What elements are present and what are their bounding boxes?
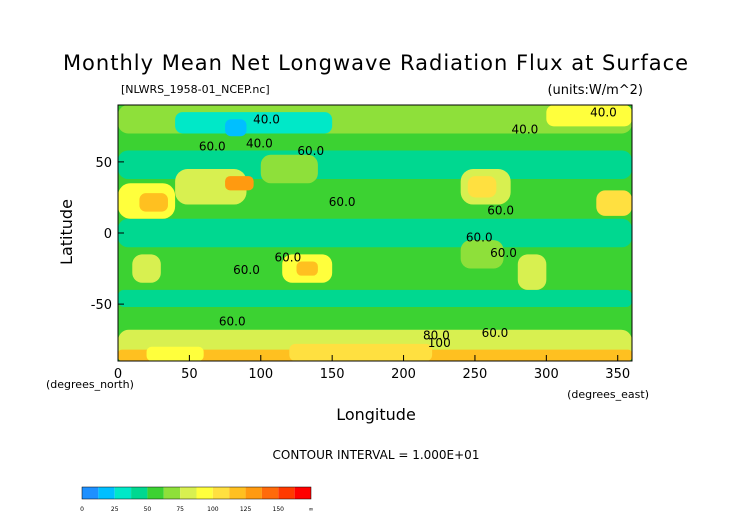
contour-label: 40.0 <box>253 112 280 126</box>
heatmap-region <box>118 309 632 327</box>
contour-labels: 40.040.060.0 60.060.040.040.060.060.060.0… <box>199 105 617 349</box>
colorbar-swatch <box>180 487 197 499</box>
x-tick-label: 50 <box>181 367 198 382</box>
contour-interval-text: CONTOUR INTERVAL = 1.000E+01 <box>273 448 480 462</box>
contour-label: 60.0 <box>490 246 517 260</box>
colorbar-swatch <box>261 487 279 499</box>
colorbar-swatch <box>98 487 115 499</box>
heatmap-region <box>146 346 204 361</box>
heatmap-region <box>132 254 161 283</box>
chart-subtitle-units: (units:W/m^2) <box>547 83 643 98</box>
x-tick-label: 150 <box>320 367 345 382</box>
heatmap-region <box>596 190 632 216</box>
colorbar-tick-label: 150 <box>273 506 285 513</box>
colorbar-swatch <box>114 487 132 499</box>
colorbar-tick-label: 100 <box>207 506 219 513</box>
contour-label: 40.0 <box>590 105 617 119</box>
chart-title: Monthly Mean Net Longwave Radiation Flux… <box>63 51 689 75</box>
contour-label: 60.0 <box>233 263 260 277</box>
y-tick-label: 0 <box>104 227 112 242</box>
contour-label: 60.0 <box>329 195 356 209</box>
colorbar-tick-label: ∞ <box>309 506 314 513</box>
colorbar-swatch <box>131 487 148 499</box>
heatmap-region <box>139 193 168 212</box>
heatmap-plot <box>118 105 632 361</box>
colorbar-frame <box>81 486 312 500</box>
x-tick-label: 100 <box>248 367 273 382</box>
contour-label: 60.0 <box>219 314 246 328</box>
contour-label: 100 <box>428 336 451 350</box>
heatmap-region <box>296 261 318 276</box>
contour-label: 40.0 <box>246 137 273 151</box>
contour-label: 60.0 <box>275 250 302 264</box>
x-tick-label: 200 <box>391 367 416 382</box>
contour-label: 60.0 <box>199 140 226 154</box>
contour-label: 40.0 <box>512 122 539 136</box>
colorbar-tick-label: 125 <box>240 506 252 513</box>
y-unit-label: (degrees_north) <box>46 378 134 391</box>
colorbar-tick-label: 75 <box>176 506 184 513</box>
colorbar-swatch <box>229 487 246 499</box>
heatmap-region <box>260 154 318 184</box>
x-tick-label: 250 <box>463 367 488 382</box>
y-axis-ticks: 50 0 -50 <box>91 156 124 313</box>
colorbar-swatch <box>245 487 262 499</box>
x-tick-label: 300 <box>534 367 559 382</box>
contour-label: 60.0 <box>466 231 493 245</box>
colorbar: 0 25 50 75 100 125 150 ∞ <box>80 486 314 513</box>
contour-label: 60.0 <box>482 326 509 340</box>
colorbar-swatch <box>212 487 230 499</box>
colorbar-swatch <box>294 487 311 499</box>
heatmap-region <box>225 176 254 191</box>
colorbar-swatch <box>196 487 213 499</box>
x-unit-label: (degrees_east) <box>567 388 649 401</box>
colorbar-swatch <box>147 487 164 499</box>
colorbar-tick-label: 50 <box>144 506 152 513</box>
y-axis-label: Latitude <box>57 199 76 265</box>
chart-subtitle-file: [NLWRS_1958-01_NCEP.nc] <box>121 83 270 96</box>
x-tick-label: 0 <box>114 367 122 382</box>
colorbar-tick-label: 0 <box>80 506 84 513</box>
heatmap-region <box>118 218 632 248</box>
heatmap-region <box>118 289 632 307</box>
heatmap-region <box>467 176 497 198</box>
x-axis-ticks: 0 50 100 150 200 250 300 350 <box>114 355 630 382</box>
contour-label: 60.0 <box>297 144 324 158</box>
heatmap-region <box>225 119 247 137</box>
colorbar-swatch <box>82 487 99 499</box>
y-tick-label: -50 <box>91 298 112 313</box>
x-tick-label: 350 <box>605 367 630 382</box>
heatmap-region <box>546 105 632 127</box>
contour-label: 60.0 <box>487 204 514 218</box>
heatmap-region <box>517 254 547 290</box>
heatmap-region <box>289 343 433 361</box>
x-axis-label: Longitude <box>336 405 416 424</box>
heatmap-region <box>460 240 504 269</box>
contour-label: 80.0 <box>423 329 450 343</box>
colorbar-swatch <box>278 487 295 499</box>
y-tick-label: 50 <box>95 156 112 171</box>
colorbar-tick-label: 25 <box>111 506 119 513</box>
colorbar-swatch <box>163 487 181 499</box>
heatmap-region <box>175 112 333 134</box>
